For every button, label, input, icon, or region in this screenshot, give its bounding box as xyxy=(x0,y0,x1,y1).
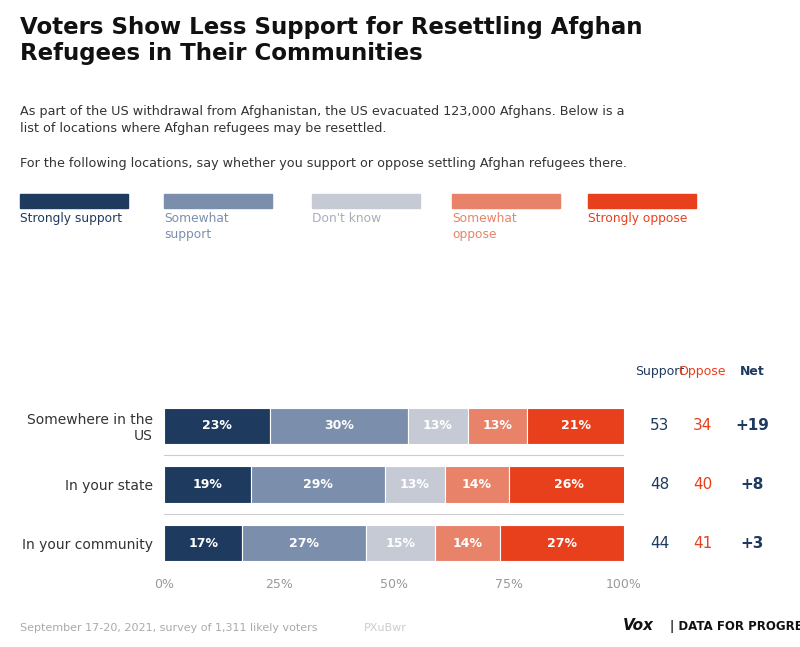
Bar xyxy=(366,525,435,562)
Text: Strongly support: Strongly support xyxy=(20,212,122,225)
Text: 21%: 21% xyxy=(561,419,590,432)
Text: Vox: Vox xyxy=(622,618,654,633)
Bar xyxy=(509,466,629,503)
Bar xyxy=(164,466,251,503)
Text: 53: 53 xyxy=(650,418,670,433)
Text: Strongly oppose: Strongly oppose xyxy=(588,212,687,225)
Bar xyxy=(385,466,445,503)
Bar xyxy=(445,466,509,503)
Bar xyxy=(242,525,366,562)
Text: 17%: 17% xyxy=(188,537,218,550)
Text: 23%: 23% xyxy=(202,419,232,432)
Bar xyxy=(164,408,270,444)
Bar xyxy=(500,525,624,562)
Text: 13%: 13% xyxy=(422,419,453,432)
Bar xyxy=(527,408,624,444)
Text: 26%: 26% xyxy=(554,478,584,491)
Text: 44: 44 xyxy=(650,536,670,551)
Text: 14%: 14% xyxy=(453,537,482,550)
Text: 34: 34 xyxy=(693,418,712,433)
Text: September 17-20, 2021, survey of 1,311 likely voters: September 17-20, 2021, survey of 1,311 l… xyxy=(20,623,318,633)
Text: +8: +8 xyxy=(740,477,764,492)
Text: 13%: 13% xyxy=(482,419,513,432)
Text: 40: 40 xyxy=(693,477,712,492)
Text: For the following locations, say whether you support or oppose settling Afghan r: For the following locations, say whether… xyxy=(20,157,627,170)
Bar xyxy=(408,408,467,444)
Bar xyxy=(435,525,500,562)
Text: 19%: 19% xyxy=(193,478,222,491)
Text: 27%: 27% xyxy=(547,537,577,550)
Text: Oppose: Oppose xyxy=(678,366,726,378)
Text: Net: Net xyxy=(740,366,764,378)
Text: Support: Support xyxy=(635,366,685,378)
Text: 30%: 30% xyxy=(324,419,354,432)
Text: 41: 41 xyxy=(693,536,712,551)
Bar xyxy=(164,525,242,562)
Text: | DATA FOR PROGRESS: | DATA FOR PROGRESS xyxy=(670,620,800,633)
Text: +19: +19 xyxy=(735,418,769,433)
Text: Somewhat
support: Somewhat support xyxy=(164,212,229,241)
Text: 14%: 14% xyxy=(462,478,492,491)
Text: Don't know: Don't know xyxy=(312,212,381,225)
Text: 29%: 29% xyxy=(303,478,333,491)
Bar xyxy=(251,466,385,503)
Text: +3: +3 xyxy=(740,536,764,551)
Bar xyxy=(270,408,408,444)
Text: Somewhat
oppose: Somewhat oppose xyxy=(452,212,517,241)
Bar xyxy=(467,408,527,444)
Text: 13%: 13% xyxy=(400,478,430,491)
Text: 27%: 27% xyxy=(290,537,319,550)
Text: PXuBwr: PXuBwr xyxy=(364,623,407,633)
Text: 48: 48 xyxy=(650,477,670,492)
Text: As part of the US withdrawal from Afghanistan, the US evacuated 123,000 Afghans.: As part of the US withdrawal from Afghan… xyxy=(20,105,625,135)
Text: 15%: 15% xyxy=(386,537,416,550)
Text: Voters Show Less Support for Resettling Afghan
Refugees in Their Communities: Voters Show Less Support for Resettling … xyxy=(20,16,642,65)
